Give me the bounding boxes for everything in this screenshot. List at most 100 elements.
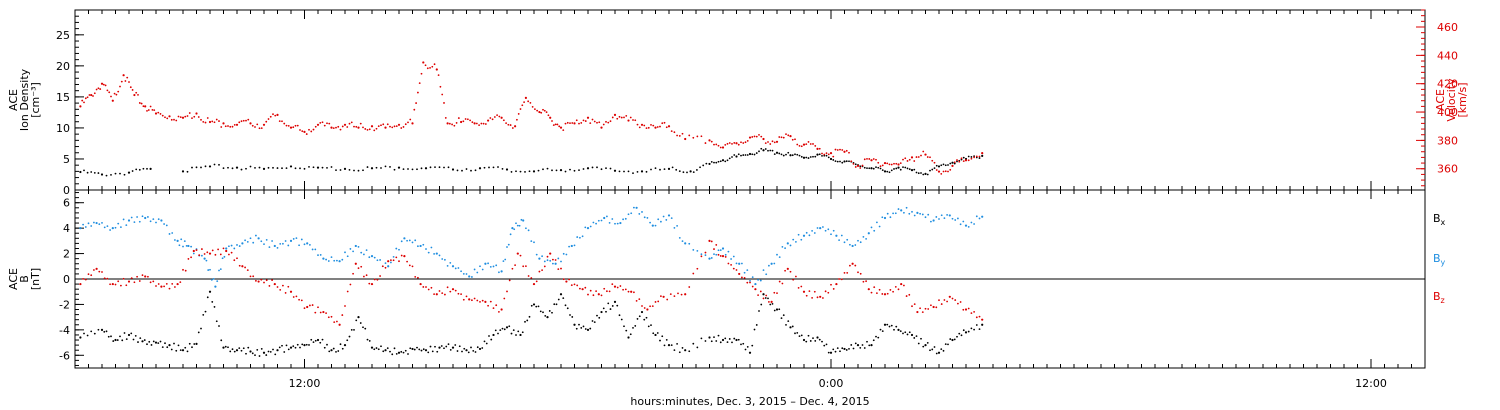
bottom-point-Bx [625,329,628,332]
bottom-point-By [673,226,676,229]
bottom-point-Bx [161,346,164,349]
bottom-point-Bz [535,280,538,283]
bottom-point-Bz [692,272,695,275]
top-point-left [877,166,880,169]
bottom-point-Bx [535,305,538,308]
bottom-point-By [495,264,498,267]
top-point-left [339,169,342,171]
top-point-left [366,166,369,168]
bottom-point-By [138,220,141,223]
top-point-left [949,162,952,165]
top-point-right [301,130,304,133]
bottom-point-Bx [970,327,973,330]
bottom-point-Bz [273,282,276,286]
top-point-right [902,158,904,161]
bottom-point-Bx [735,338,738,342]
bottom-point-Bz [919,307,921,310]
top-point-right [157,111,160,114]
bottom-point-Bz [489,300,492,303]
left-y-tick-label: 10 [56,122,70,135]
bottom-point-By [223,255,226,258]
top-point-right [140,102,143,105]
bottom-point-By [557,257,560,260]
bottom-point-Bx [582,325,585,328]
bottom-point-Bz [643,307,646,309]
bottom-point-By [500,270,503,273]
top-point-right [812,143,814,145]
bottom-point-Bz [943,299,946,301]
bottom-point-Bx [528,315,531,318]
top-point-right [110,95,112,98]
bottom-point-Bx [420,349,423,352]
bottom-point-Bx [146,343,148,346]
bottom-point-Bx [944,343,947,346]
bottom-point-By [865,237,867,240]
bottom-point-Bz [881,293,884,295]
top-point-right [879,165,882,168]
top-point-right [742,142,745,144]
bottom-point-Bx [704,340,707,342]
bottom-point-Bz [201,248,203,250]
bottom-point-Bx [245,352,247,355]
bottom-point-Bx [629,333,632,336]
top-point-right [179,116,182,119]
bottom-point-By [894,212,897,215]
top-point-right [589,122,592,125]
bottom-point-Bx [665,338,668,341]
bottom-point-Bz [309,304,311,307]
top-point-right [274,114,277,117]
bottom-point-Bx [224,345,227,348]
top-point-left [119,172,121,175]
bottom-point-Bz [511,267,514,270]
top-point-left [335,169,337,172]
bottom-point-By [710,257,713,259]
bottom-point-By [684,242,687,245]
bottom-point-Bx [447,343,450,346]
bottom-point-Bx [676,342,678,345]
plot-frames [74,9,1426,369]
bottom-point-By [192,252,195,255]
bottom-point-Bz [109,283,111,286]
top-point-right [500,116,503,119]
top-point-left [613,169,617,172]
bottom-point-Bx [186,350,189,353]
top-point-left [821,155,823,157]
bottom-point-By [419,244,422,248]
bottom-point-By [203,257,206,260]
top-point-right [404,123,407,126]
bottom-point-Bx [260,347,263,350]
bottom-point-Bz [214,253,217,256]
bottom-point-Bz [557,268,560,271]
top-point-right [505,122,507,125]
top-point-left [389,166,391,168]
bottom-point-Bz [903,284,905,287]
bottom-point-Bx [249,350,252,353]
top-point-right [353,125,355,128]
bottom-point-Bx [618,314,621,317]
bottom-point-Bx [499,329,502,332]
top-point-right [97,87,100,90]
legend-Bz: Bz [1433,290,1445,305]
bottom-point-By [762,269,765,272]
bottom-point-Bx [424,349,428,352]
bottom-point-Bz [957,302,959,305]
bottom-point-Bz [138,280,141,282]
bottom-point-Bx [188,342,191,345]
bottom-point-By [781,245,784,248]
bottom-point-Bx [586,328,590,331]
bottom-point-Bx [553,303,556,306]
bottom-point-Bx [443,347,445,350]
bottom-point-Bz [435,293,438,296]
top-point-right [899,162,902,165]
bottom-point-Bz [149,281,152,284]
bottom-point-Bx [353,328,355,331]
bottom-point-Bx [962,329,965,332]
top-point-left [470,169,472,172]
top-point-left [726,159,729,162]
bottom-point-By [732,255,735,258]
bottom-point-Bx [578,323,580,326]
bottom-point-Bz [82,277,84,280]
top-point-right [131,89,134,91]
bottom-point-Bz [538,270,541,273]
bottom-point-By [260,240,263,243]
